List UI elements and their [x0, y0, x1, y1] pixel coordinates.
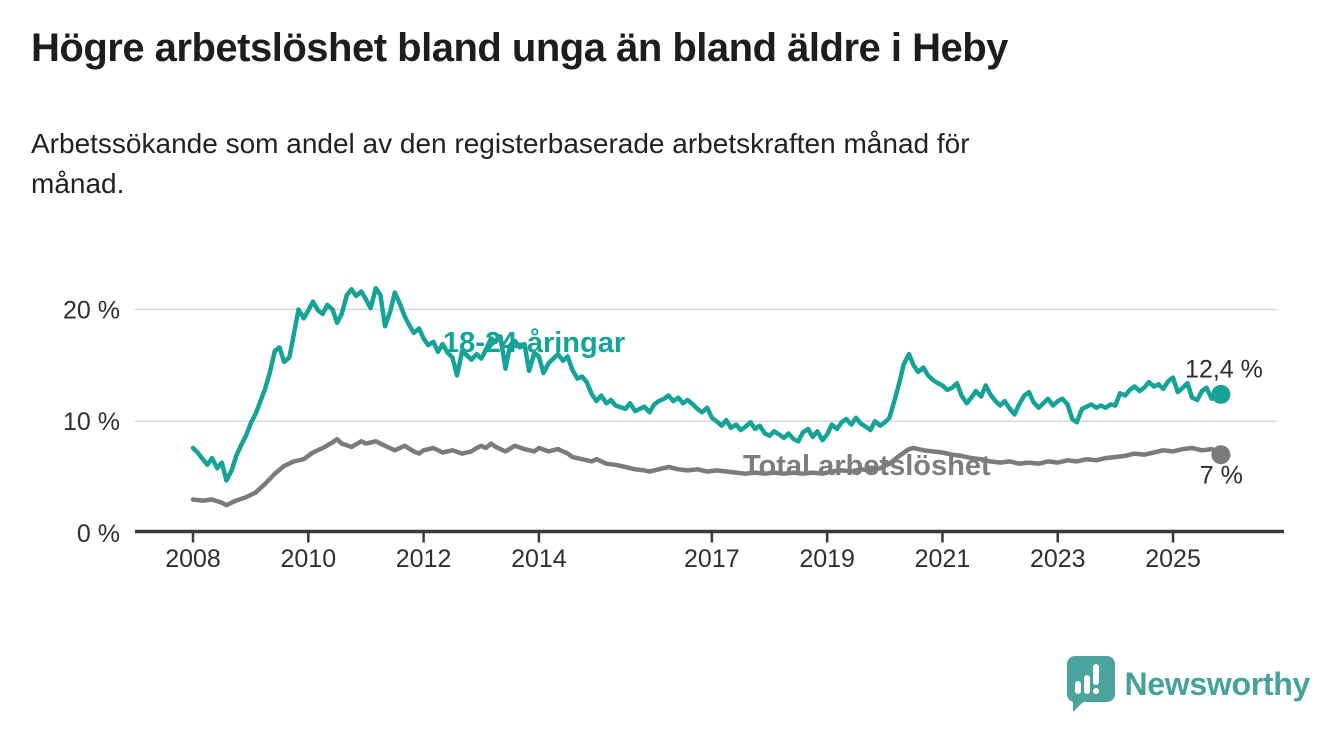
y-tick-label-20: 20 % — [63, 296, 120, 324]
brand-name: Newsworthy — [1124, 665, 1311, 702]
x-tick-label-2019: 2019 — [799, 545, 855, 573]
y-tick-label-10: 10 % — [63, 408, 120, 436]
page-title: Högre arbetslöshet bland unga än bland ä… — [31, 26, 1008, 70]
series-label-1: 18-24-åringar — [443, 327, 625, 359]
x-tick-label-2021: 2021 — [915, 545, 971, 573]
bar-1 — [1074, 681, 1081, 694]
bar-2 — [1083, 675, 1090, 694]
x-tick-label-2012: 2012 — [396, 545, 452, 573]
x-tick-label-2010: 2010 — [280, 545, 336, 573]
series-end-dot-0 — [1211, 445, 1231, 465]
exclamation-dot — [1092, 688, 1099, 694]
subtitle-line-1: Arbetssökande som andel av den registerb… — [31, 128, 970, 159]
x-tick-label-2014: 2014 — [511, 545, 567, 573]
series-label-0: Total arbetslöshet — [743, 450, 991, 482]
x-tick-label-2017: 2017 — [684, 545, 740, 573]
exclamation-bar — [1092, 664, 1099, 685]
speech-bubble-shape — [1066, 656, 1115, 712]
series-end-label-1: 12,4 % — [1185, 355, 1263, 383]
newsworthy-icon — [1066, 656, 1115, 712]
series-line-0 — [190, 436, 1224, 508]
x-tick-label-2025: 2025 — [1145, 545, 1201, 573]
series-end-dot-1 — [1211, 384, 1231, 404]
y-tick-label-0: 0 % — [77, 520, 120, 548]
series-end-label-0: 7 % — [1200, 462, 1243, 490]
chart-subtitle: Arbetssökande som andel av den registerb… — [31, 124, 970, 204]
x-tick-label-2008: 2008 — [165, 545, 221, 573]
x-tick-label-2023: 2023 — [1030, 545, 1086, 573]
subtitle-line-2: månad. — [31, 167, 125, 199]
newsworthy-logo: Newsworthy — [1065, 654, 1311, 714]
series-line-1 — [190, 285, 1224, 483]
